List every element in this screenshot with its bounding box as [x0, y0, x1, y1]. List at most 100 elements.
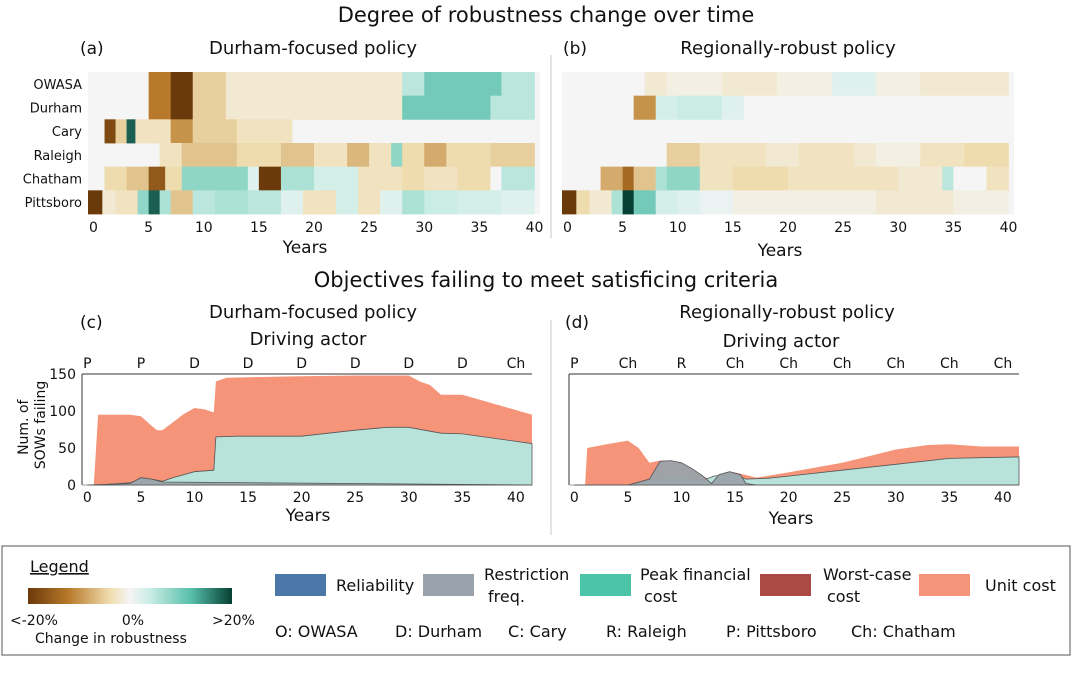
heatmap-cell — [402, 166, 425, 191]
panel-label-c: (c) — [80, 313, 103, 333]
heatmap-cell — [369, 143, 392, 168]
heatmap-cell — [622, 166, 635, 191]
heatmap-cell — [126, 119, 136, 144]
y-tick-label: 50 — [58, 441, 76, 457]
driving-actor-label: P — [570, 356, 578, 372]
x-tick-label: 15 — [724, 220, 742, 236]
heatmap-cell — [986, 166, 1009, 191]
heatmap-cell — [347, 143, 370, 168]
x-tick-label: 20 — [779, 220, 797, 236]
panel-title-a: Durham-focused policy — [209, 38, 417, 59]
heatmap-cell — [732, 190, 789, 215]
legend-swatch — [760, 574, 811, 596]
heatmap-cell — [170, 119, 194, 144]
heatmap-cell — [622, 190, 635, 215]
driving-actor-label: Ch — [940, 356, 959, 372]
heatmap-cell — [102, 190, 116, 215]
abbreviation-label: R: Raleigh — [606, 622, 687, 641]
heatmap-b: 0 5 10 15 20 25 30 35 40 — [562, 72, 1017, 236]
heatmap-cell — [424, 143, 447, 168]
heatmap-cell — [788, 166, 855, 191]
legend-item-label: Peak financial cost — [640, 565, 751, 606]
driving-actor-label: P — [137, 356, 145, 372]
area-series — [574, 460, 1019, 486]
heatmap-cell — [236, 143, 282, 168]
heatmap-cell — [953, 166, 987, 191]
x-tick-label: 30 — [887, 490, 905, 506]
y-axis-label-c: Num. of SOWs failing — [16, 381, 49, 469]
heatmap-cell — [280, 143, 315, 168]
x-tick-label: 5 — [623, 490, 632, 506]
abbreviation-label: P: Pittsboro — [726, 622, 817, 641]
heatmap-cell — [192, 72, 227, 97]
heatmap-cell — [214, 190, 249, 215]
legend-item-label: Unit cost — [985, 576, 1056, 595]
legend: Legend <-20% 0% >20% Change in robustnes… — [1, 545, 1071, 656]
panel-d: (d) Regionally-robust policy Driving act… — [565, 302, 1020, 529]
heatmap-cell — [258, 166, 282, 191]
x-axis-label-a: Years — [282, 238, 328, 258]
x-tick-label: 20 — [780, 490, 798, 506]
x-tick-label: 40 — [1000, 220, 1018, 236]
heatmap-cell — [402, 72, 425, 97]
top-title: Degree of robustness change over time — [338, 3, 755, 27]
x-tick-label: 0 — [89, 220, 98, 236]
x-tick-label: 15 — [726, 490, 744, 506]
heatmap-cell — [165, 166, 183, 191]
heatmap-cell — [391, 143, 403, 168]
heatmap-cell — [225, 72, 370, 97]
x-tick-label: 40 — [526, 220, 544, 236]
driving-actor-label: D — [243, 356, 254, 372]
heatmap-cell — [380, 190, 403, 215]
panel-c: (c) Durham-focused policy Driving actor … — [16, 302, 533, 526]
colorbar-min-label: <-20% — [10, 613, 58, 629]
heatmap-cell — [666, 166, 701, 191]
heatmap-cell — [126, 166, 150, 191]
driving-actor-label: Ch — [833, 356, 852, 372]
heatmap-cell — [953, 190, 1009, 215]
panel-title-c: Durham-focused policy — [209, 302, 417, 323]
area-chart-d: P Ch R Ch Ch Ch Ch Ch Ch 0 5 10 15 20 25 30 35 40 — [568, 356, 1020, 506]
heatmap-cell — [148, 72, 172, 97]
heatmap-cell — [148, 95, 172, 120]
abbreviation-label: C: Cary — [508, 622, 567, 641]
heatmap-cell — [358, 190, 381, 215]
x-tick-label: 35 — [944, 220, 962, 236]
heatmap-cell — [633, 95, 657, 120]
colorbar-mid-label: 0% — [122, 613, 144, 629]
heatmap-cell — [501, 166, 535, 191]
panel-subtitle-c: Driving actor — [250, 329, 367, 350]
heatmap-cell — [402, 143, 425, 168]
x-tick-label: 35 — [940, 490, 958, 506]
driving-actor-label: D — [403, 356, 414, 372]
heatmap-cell — [280, 166, 315, 191]
x-tick-label: 0 — [563, 220, 572, 236]
heatmap-cell — [666, 72, 723, 97]
heatmap-cell — [247, 190, 282, 215]
heatmap-a: OWASA Durham Cary Raleigh Chatham Pittsboro 0 5… — [23, 72, 544, 236]
heatmap-cell — [135, 119, 150, 144]
driving-actor-label: Ch — [619, 356, 638, 372]
x-tick-label: 35 — [453, 490, 471, 506]
x-tick-label: 5 — [136, 490, 145, 506]
panel-title-b: Regionally-robust policy — [680, 38, 896, 59]
heatmap-cell — [655, 95, 679, 120]
heatmap-cell — [247, 166, 260, 191]
x-tick-label: 30 — [415, 220, 433, 236]
heatmap-cell — [655, 166, 668, 191]
heatmap-cell — [424, 72, 502, 97]
heatmap-cell — [799, 143, 855, 168]
heatmap-cell — [898, 166, 943, 191]
x-tick-label: 10 — [669, 220, 687, 236]
heatmap-cell — [854, 143, 877, 168]
heatmap-cell — [137, 190, 150, 215]
heatmap-cell — [666, 143, 701, 168]
x-tick-label: 30 — [889, 220, 907, 236]
driving-actor-label: Ch — [779, 356, 798, 372]
heatmap-cell — [633, 166, 657, 191]
heatmap-cell — [942, 166, 954, 191]
heatmap-cell — [876, 143, 921, 168]
row-label: Cary — [52, 125, 82, 140]
heatmap-cell — [699, 143, 734, 168]
heatmap-cell — [490, 95, 535, 120]
